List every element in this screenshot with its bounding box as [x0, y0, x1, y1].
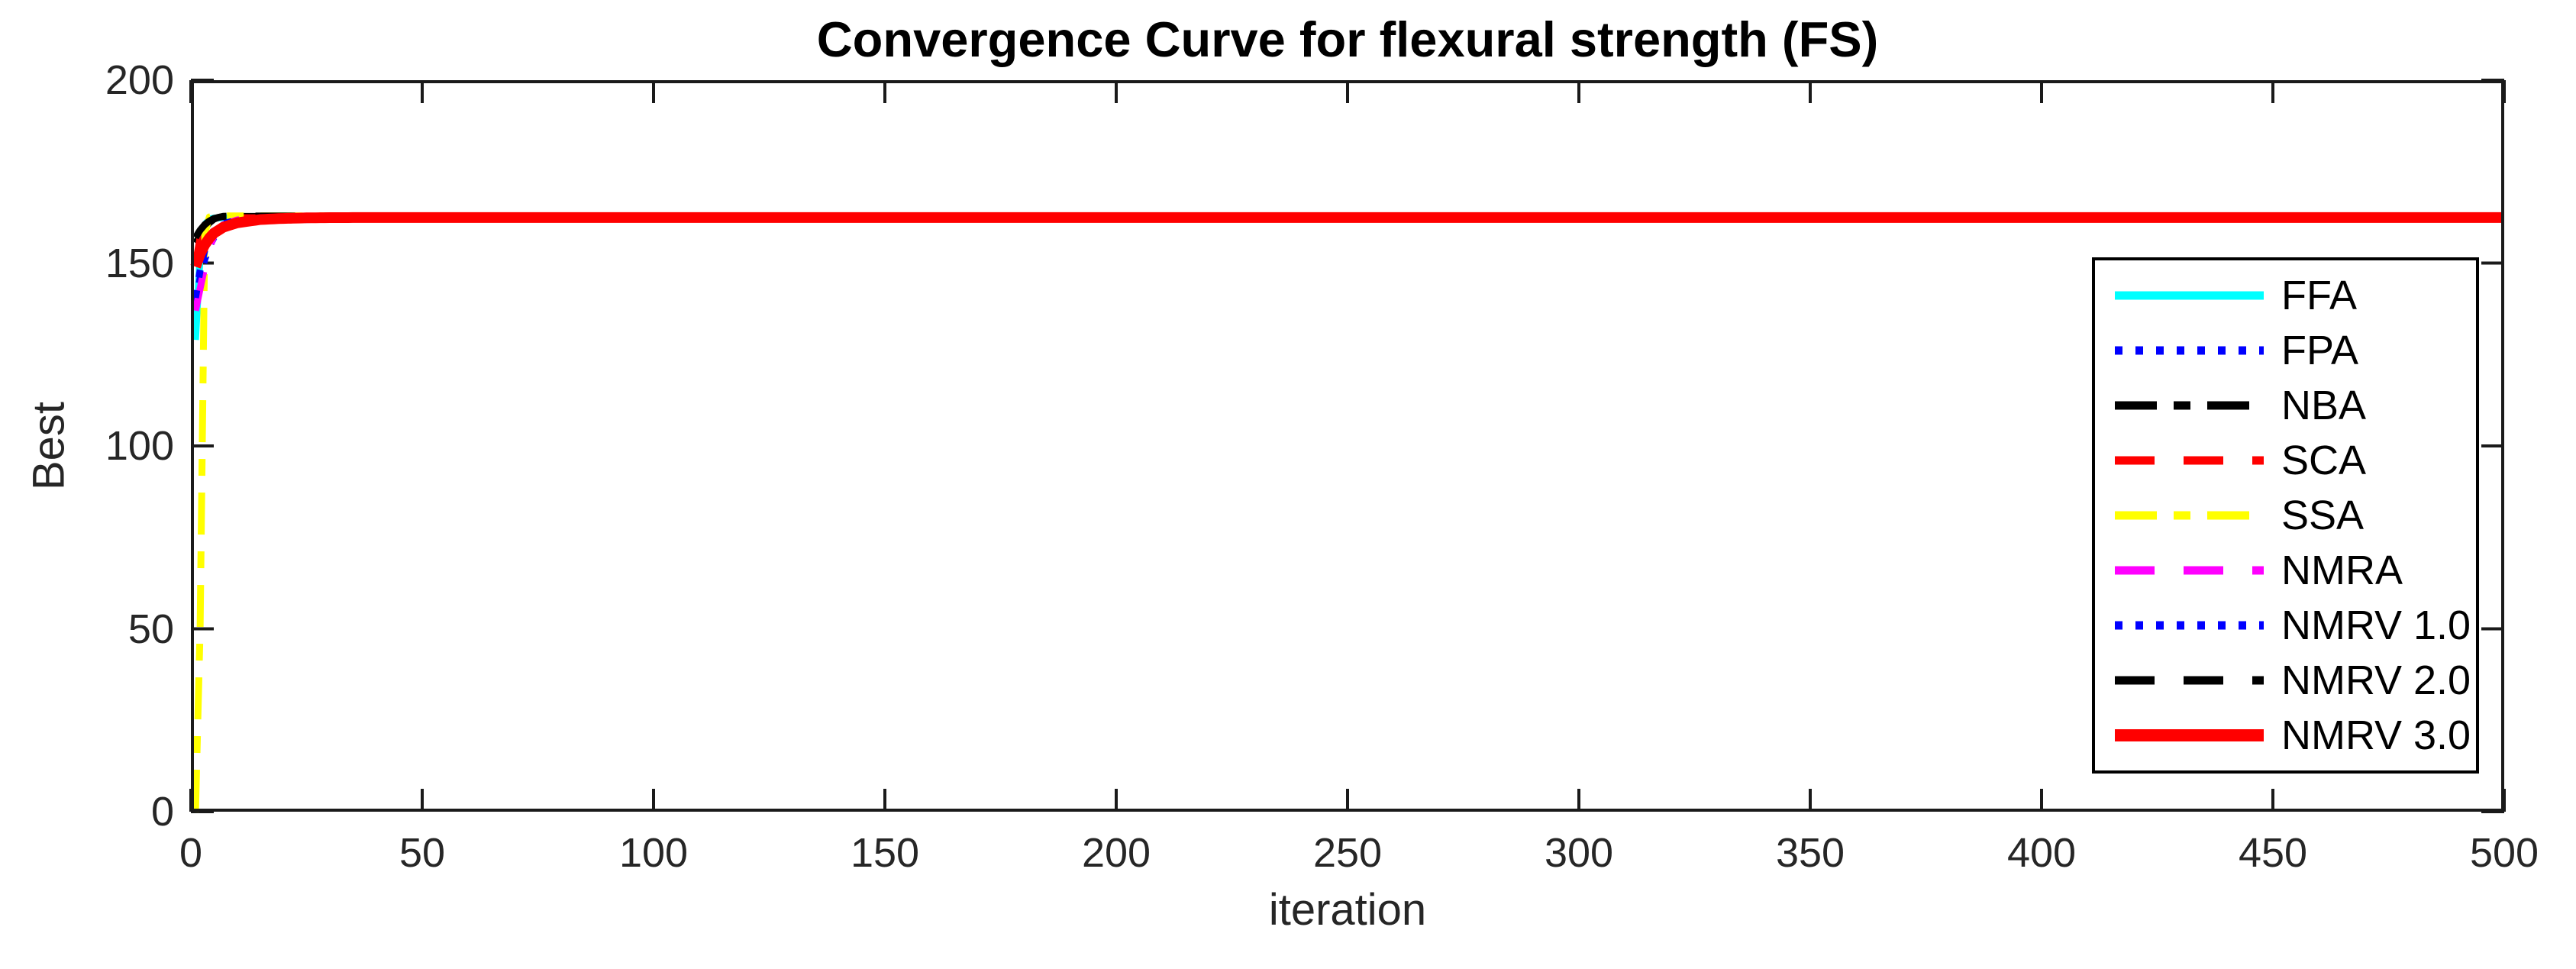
legend-line-sample: [2115, 566, 2264, 575]
legend-label: NMRV 1.0: [2281, 602, 2471, 648]
y-axis-label: Best: [24, 401, 74, 491]
x-tick-label: 100: [618, 830, 689, 876]
chart-title: Convergence Curve for flexural strength …: [816, 11, 1879, 67]
legend-box: FFA FPA NBA SCA SSA NMRA NMRV 1.0 NMRV 2.0 NMRV …: [2092, 257, 2479, 774]
legend-line-sample: [2115, 456, 2264, 465]
x-axis-label: iteration: [1268, 885, 1427, 935]
plot-frame: [191, 80, 2504, 812]
x-tick-label: 250: [1312, 830, 1383, 876]
legend-line-sample: [2115, 511, 2264, 520]
legend-label: NMRV 2.0: [2281, 657, 2471, 703]
y-tick-label: 50: [128, 606, 174, 652]
legend-label: SCA: [2281, 438, 2367, 483]
x-tick-label: 450: [2238, 830, 2308, 876]
series-line-sca: [192, 214, 2504, 264]
x-tick-label: 300: [1544, 830, 1614, 876]
legend-label: NMRA: [2281, 547, 2403, 593]
legend-entry: SSA: [2113, 493, 2468, 538]
y-tick-label: 0: [150, 789, 174, 835]
y-tick-label: 150: [105, 240, 174, 286]
x-tick-label: 150: [850, 830, 920, 876]
legend-entry: SCA: [2113, 438, 2468, 483]
legend-line-sample: [2115, 729, 2264, 741]
legend-entry: NBA: [2113, 383, 2468, 428]
legend-entry: FPA: [2113, 328, 2468, 373]
x-tick-label: 400: [2006, 830, 2077, 876]
legend-label: FFA: [2281, 273, 2358, 318]
plot-area: [189, 79, 2506, 813]
legend-line-sample: [2115, 346, 2264, 355]
legend-label: NMRV 3.0: [2281, 712, 2471, 758]
legend-entry: NMRV 1.0: [2113, 602, 2471, 648]
legend-label: FPA: [2281, 328, 2359, 373]
legend-entry: FFA: [2113, 273, 2468, 318]
x-tick-label: 500: [2469, 830, 2539, 876]
y-tick-label: 200: [105, 57, 174, 103]
legend-entry: NMRV 3.0: [2113, 712, 2471, 758]
series-line-nmrv-3-0: [190, 212, 2505, 269]
x-tick-label: 0: [179, 830, 203, 876]
x-tick-label: 50: [399, 830, 446, 876]
legend-entry: NMRV 2.0: [2113, 657, 2471, 703]
x-tick-label: 350: [1775, 830, 1845, 876]
y-tick-label: 100: [105, 423, 174, 469]
legend-label: SSA: [2281, 493, 2365, 538]
legend-line-sample: [2115, 676, 2264, 685]
legend-line-sample: [2115, 621, 2264, 630]
legend-entry: NMRA: [2113, 547, 2468, 593]
legend-label: NBA: [2281, 383, 2367, 428]
legend-line-sample: [2115, 291, 2264, 300]
legend-line-sample: [2115, 401, 2264, 410]
x-tick-label: 200: [1081, 830, 1151, 876]
